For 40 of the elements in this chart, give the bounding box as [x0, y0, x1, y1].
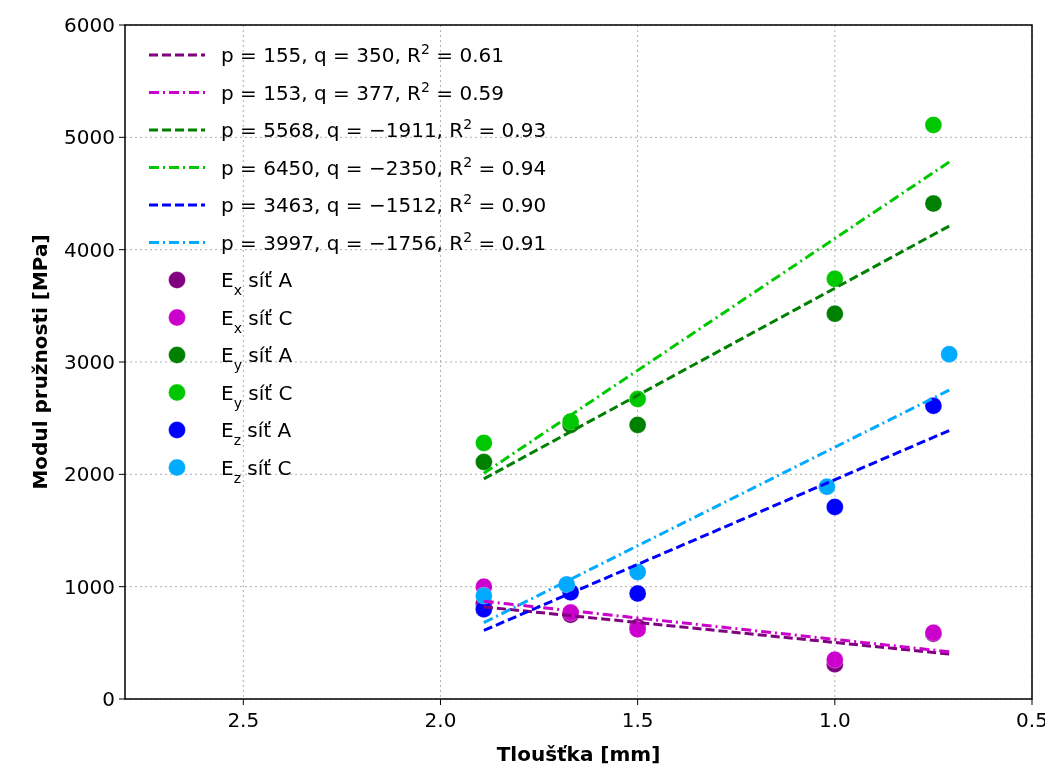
- point: [826, 650, 844, 669]
- legend-label: p = 155, q = 350, R$^{2}$ = 0.61: [221, 41, 504, 67]
- legend-label: p = 5568, q = −1911, R$^{2}$ = 0.93: [221, 116, 547, 142]
- legend-label: E$_{x}$ síť A: [221, 268, 293, 298]
- x-tick-label: 2.0: [424, 708, 457, 732]
- y-tick-label: 6000: [64, 13, 115, 37]
- point: [475, 434, 493, 452]
- point: [940, 345, 958, 363]
- point: [826, 270, 844, 288]
- legend-label: E$_{y}$ síť C: [221, 380, 293, 411]
- point: [628, 563, 647, 581]
- y-tick-label: 3000: [64, 350, 115, 374]
- y-tick-label: 0: [102, 687, 115, 711]
- y-tick-label: 4000: [64, 237, 115, 262]
- point: [826, 498, 844, 516]
- point: [924, 116, 943, 134]
- legend-label: p = 153, q = 377, R$^{2}$ = 0.59: [221, 78, 504, 105]
- y-tick-label: 2000: [64, 462, 115, 487]
- point: [561, 412, 580, 431]
- point: [628, 584, 647, 603]
- legend-label: E$_{z}$ síť C: [221, 455, 292, 486]
- x-tick-label: 1.5: [621, 708, 654, 732]
- legend-label: p = 3463, q = −1512, R$^{2}$ = 0.90: [221, 191, 547, 217]
- x-tick-label: 1.0: [818, 708, 851, 732]
- point: [924, 397, 943, 415]
- x-axis-title: Tloušťka [mm]: [496, 742, 661, 766]
- point: [826, 304, 844, 323]
- x-tick-label: 2.5: [227, 708, 260, 732]
- legend-label: E$_{z}$ síť A: [221, 418, 292, 448]
- y-tick-label: 5000: [64, 125, 115, 150]
- y-tick-label: 1000: [64, 574, 115, 599]
- point: [924, 194, 943, 213]
- legend-label: E$_{y}$ síť A: [221, 343, 293, 373]
- point: [475, 453, 493, 471]
- point: [557, 575, 576, 594]
- legend-label: p = 3997, q = −1756, R$^{2}$ = 0.91: [221, 228, 547, 255]
- legend-label: p = 6450, q = −2350, R$^{2}$ = 0.94: [221, 153, 547, 180]
- legend-label: E$_{x}$ síť C: [221, 305, 293, 336]
- point: [628, 416, 647, 434]
- y-axis-title: Modul pružnosti [MPa]: [28, 234, 52, 490]
